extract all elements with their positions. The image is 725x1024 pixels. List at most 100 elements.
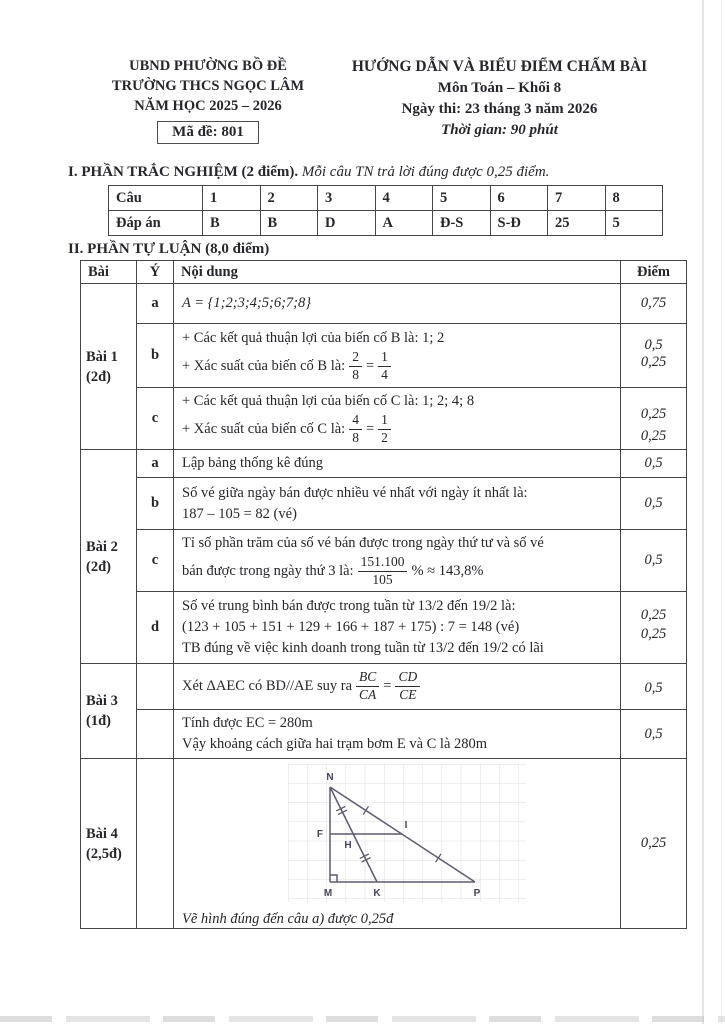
table-row: b + Các kết quả thuận lợi của biến cố B … [81, 323, 687, 388]
fraction-numerator: 1 [378, 349, 391, 367]
mc-answer-row: Đáp án B B D A Đ-S S-Đ 25 5 [108, 210, 663, 236]
bai4-label-cell: Bài 4 (2,5đ) [80, 758, 137, 929]
bai2b-score: 0,5 [620, 477, 687, 530]
bai1c-content: + Các kết quả thuận lợi của biến cố C là… [173, 387, 621, 450]
section1-heading: I. PHẦN TRẮC NGHIỆM (2 điểm). Mỗi câu TN… [68, 164, 725, 181]
bai3r1-score: 0,5 [620, 663, 687, 710]
table-row: Bài 1 (2đ) a A = {1;2;3;4;5;6;7;8} 0,75 [80, 283, 687, 450]
bai1-points: (2đ) [86, 368, 111, 385]
fraction-denominator: CE [399, 687, 417, 702]
fraction-denominator: 105 [372, 571, 393, 587]
bai2-label-cell: Bài 2 (2đ) [80, 449, 137, 664]
bai3r1-prefix: Xét ΔAEC có BD//AE suy ra [182, 678, 353, 694]
header-right-block: HƯỚNG DẪN VÀ BIỂU ĐIỂM CHẤM BÀI Môn Toán… [330, 56, 695, 144]
bai2c-line1: Tỉ số phần trăm của số vé bán được trong… [182, 535, 544, 551]
mc-answer: 25 [547, 210, 606, 236]
point-label-M: M [324, 888, 332, 899]
scan-bottom-smudge [0, 1016, 725, 1022]
mc-question-number: 3 [317, 185, 376, 211]
essay-grading-table: Bài Ý Nội dung Điểm Bài 1 (2đ) a A = {1;… [80, 260, 687, 929]
mc-answer: D [317, 210, 376, 236]
bai1-label-cell: Bài 1 (2đ) [80, 283, 137, 450]
bai4-score: 0,25 [620, 758, 687, 929]
bai1a-set-expression: A = {1;2;3;4;5;6;7;8} [182, 295, 312, 311]
fraction-denominator: 8 [352, 429, 359, 445]
tick-marks [335, 805, 442, 863]
fraction-numerator: CD [395, 669, 421, 687]
bai1b-line1: + Các kết quả thuận lợi của biến cố B là… [182, 330, 445, 346]
table-row: c + Các kết quả thuận lợi của biến cố C … [81, 387, 687, 450]
graph-paper-grid [288, 764, 526, 902]
fraction: 151.100 105 [357, 554, 408, 588]
header-left-block: UBND PHƯỜNG BỒ ĐỀ TRƯỜNG THCS NGỌC LÂM N… [86, 56, 330, 144]
bai2c-score: 0,5 [620, 529, 687, 592]
score-value: 0,25 [640, 607, 667, 623]
triangle-lines [329, 786, 476, 883]
point-label-I: I [405, 820, 408, 831]
score-value: 0,5 [644, 336, 663, 353]
bai1b-line2: + Xác suất của biến cố B là: 2 8 = 1 4 [182, 349, 612, 383]
score-value: 0,25 [640, 353, 667, 370]
bai2d-line3: TB đúng về việc kinh doanh trong tuần từ… [182, 640, 544, 656]
table-row: Tính được EC = 280m Vậy khoảng cách giữa… [81, 709, 687, 759]
bai3r2-line2: Vậy khoảng cách giữa hai trạm bơm E và C… [182, 736, 488, 752]
bai2b-line2: 187 – 105 = 82 (vé) [182, 505, 297, 522]
equals-sign: = [365, 420, 375, 437]
exam-code-box: Mã đề: 801 [157, 121, 259, 144]
fraction-denominator: 2 [381, 429, 388, 445]
bai1b-letter: b [136, 323, 174, 388]
fraction-numerator: BC [356, 669, 380, 687]
bai2-points: (2đ) [86, 558, 111, 575]
mc-question-number: 8 [604, 185, 663, 211]
school-year: NĂM HỌC 2025 – 2026 [134, 98, 282, 114]
score-value: 0,5 [644, 680, 663, 696]
bai1c-letter: c [136, 387, 174, 450]
bai1b-content: + Các kết quả thuận lợi của biến cố B là… [173, 323, 621, 388]
bai2c-line2-prefix: bán được trong ngày thứ 3 là: [182, 562, 354, 579]
mc-answer: B [259, 210, 318, 236]
bai1b-line2-prefix: + Xác suất của biến cố B là: [182, 357, 346, 374]
table-row: Bài 3 (1đ) Xét ΔAEC có BD//AE suy ra BC … [80, 663, 687, 759]
mc-question-label: Câu [108, 185, 203, 211]
bai2b-content: Số vé giữa ngày bán được nhiều vé nhất v… [173, 477, 621, 530]
table-row: Bài 4 (2,5đ) [80, 758, 687, 929]
table-row: d Số vé trung bình bán được trong tuần t… [81, 591, 687, 664]
bai2a-score: 0,5 [620, 449, 687, 478]
bai1c-line2-prefix: + Xác suất của biến cố C là: [182, 420, 346, 437]
page-edge-shadow-outer [721, 0, 722, 1024]
bai4-letter-empty [136, 758, 174, 929]
bai2b-letter: b [136, 477, 174, 530]
mc-question-number: 1 [202, 185, 261, 211]
bai3r2-line1: Tính được EC = 280m [182, 715, 313, 731]
bai3-points: (1đ) [86, 713, 111, 729]
section1-note: Mỗi câu TN trả lời đúng được 0,25 điểm. [301, 164, 550, 180]
bai2c-line2-suffix: % ≈ 143,8% [411, 562, 484, 579]
bai3r1-line: Xét ΔAEC có BD//AE suy ra BC CA = CD CE [182, 669, 612, 704]
mc-answer: 5 [604, 210, 663, 236]
multiple-choice-table: Câu 1 2 3 4 5 6 7 8 Đáp án B B D A Đ-S S… [108, 185, 663, 236]
fraction-numerator: 4 [349, 412, 362, 430]
bai2b-line1: Số vé giữa ngày bán được nhiều vé nhất v… [182, 484, 528, 501]
page-edge-shadow [702, 0, 704, 1024]
bai2c-content: Tỉ số phần trăm của số vé bán được trong… [173, 529, 621, 592]
bai2c-letter: c [136, 529, 174, 592]
bai3r1-letter-empty [136, 663, 174, 710]
figure-caption: Vẽ hình đúng đến câu a) được 0,25đ [182, 911, 394, 927]
bai1c-line2: + Xác suất của biến cố C là: 4 8 = 1 2 [182, 412, 612, 446]
fraction: 4 8 [349, 412, 362, 446]
mc-answer-label: Đáp án [108, 210, 203, 236]
bai4-points: (2,5đ) [86, 845, 122, 862]
col-header-y: Ý [136, 260, 174, 284]
bai3r2-letter-empty [136, 709, 174, 759]
bai3-label-cell: Bài 3 (1đ) [80, 663, 137, 759]
table-row: b Số vé giữa ngày bán được nhiều vé nhất… [81, 477, 687, 530]
fraction-denominator: CA [359, 687, 377, 702]
score-value: 0,25 [640, 406, 667, 422]
exam-date: Ngày thi: 23 tháng 3 năm 2026 [401, 101, 598, 117]
bai3r1-content: Xét ΔAEC có BD//AE suy ra BC CA = CD CE [173, 663, 621, 710]
bai1-label: Bài 1 [86, 348, 118, 365]
point-label-H: H [344, 840, 351, 851]
mc-question-number: 2 [259, 185, 318, 211]
fraction: BC CA [356, 669, 380, 703]
